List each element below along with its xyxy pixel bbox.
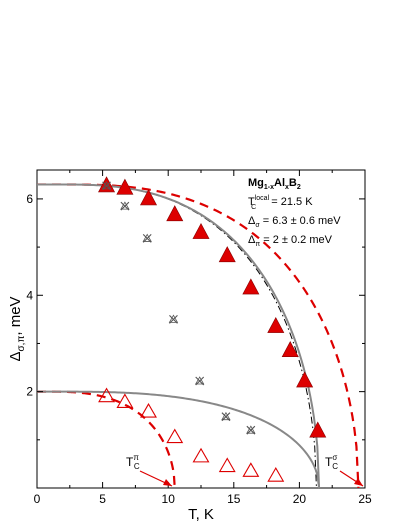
tc-sigma-label: Tσ C: [325, 453, 338, 471]
x-marker-triangle: [120, 201, 130, 210]
curves-layer: [37, 183, 360, 489]
tc-pi-base: T: [126, 455, 134, 469]
delta-pi-value: = 2 ± 0.2 meV: [260, 234, 332, 246]
x-tick-label: 20: [293, 492, 307, 506]
formula-al-sub: x: [285, 184, 289, 191]
open-triangle-point: [267, 467, 285, 482]
delta-sigma-value: = 6.3 ± 0.6 meV: [260, 215, 342, 227]
x-tick-label: 0: [34, 492, 41, 506]
filled-triangle-point: [116, 178, 134, 195]
x-tick-label: 5: [99, 492, 106, 506]
y-tick-label: 4: [26, 288, 33, 302]
ticks-layer: 0 5 10 15 20 25 2 4 6: [26, 170, 372, 506]
tc-local-value: = 21.5 K: [268, 196, 313, 208]
filled-triangle-point: [192, 222, 210, 239]
filled-triangle-point: [166, 205, 184, 222]
tc-pi-arrowhead: [163, 479, 172, 486]
filled-triangle-point: [296, 371, 314, 388]
x-marker-point: [168, 314, 179, 324]
filled-triangle-point: [242, 278, 260, 295]
formula-b: B: [289, 177, 297, 189]
formula-b-sub: 2: [297, 184, 301, 191]
delta-pi-sub: π: [255, 241, 260, 248]
x-marker-triangle: [194, 376, 205, 385]
filled-triangle-point: [218, 246, 236, 263]
markers-layer: [98, 176, 327, 482]
delta-sigma-sub: σ: [255, 222, 260, 229]
delta-sigma-base: Δ: [248, 215, 256, 227]
y-tick-label: 2: [26, 385, 33, 399]
x-tick-label: 10: [162, 492, 176, 506]
open-triangle-point: [242, 462, 260, 477]
x-marker-point: [142, 233, 152, 243]
open-triangle-point: [166, 428, 184, 444]
pi-fit-curve: [37, 390, 321, 489]
y-tick-label: 6: [26, 192, 33, 206]
filled-triangle-point: [309, 421, 327, 438]
x-tick-label: 15: [227, 492, 241, 506]
y-axis-symbol: Δ: [7, 352, 24, 362]
open-triangle-point: [98, 387, 115, 403]
formula-mg: Mg: [248, 177, 264, 189]
tc-pi-label: Tπ C: [126, 453, 140, 471]
open-triangle-point: [116, 393, 134, 408]
filled-triangle-point: [267, 316, 285, 333]
x-axis-title: T, K: [188, 506, 214, 523]
tc-sigma-arrowhead: [354, 478, 363, 486]
open-triangle-point: [140, 402, 157, 418]
x-marker-triangle: [168, 314, 179, 323]
filled-triangle-point: [281, 341, 299, 357]
open-triangle-point: [218, 457, 236, 473]
y-axis-subscript: σ,π: [16, 336, 27, 352]
x-marker-triangle: [142, 233, 152, 242]
x-tick-label: 25: [358, 492, 372, 506]
tc-local-base: T: [248, 196, 255, 208]
open-triangle-point: [192, 447, 210, 463]
tc-local-sup: local: [255, 195, 270, 202]
sigma-fit-curve: [37, 183, 321, 489]
x-marker-point: [246, 425, 256, 435]
tc-pi-sub: C: [134, 462, 140, 471]
x-marker-point: [101, 181, 112, 191]
compound-formula: Mg1-xAlxB2: [248, 177, 301, 191]
x-marker-point: [120, 201, 130, 211]
tc-pi-sup: π: [133, 453, 139, 462]
y-axis-title: Δσ,π, meV: [7, 296, 27, 361]
delta-sigma-line: Δσ = 6.3 ± 0.6 meV: [248, 215, 341, 229]
delta-pi-base: Δ: [248, 234, 256, 246]
x-marker-triangle: [221, 411, 231, 421]
x-marker-point: [221, 411, 231, 422]
tc-sigma-sub: C: [332, 462, 338, 471]
tc-sigma-base: T: [325, 455, 333, 469]
delta-pi-line: Δπ = 2 ± 0.2 meV: [248, 234, 333, 248]
filled-triangle-point: [140, 189, 158, 206]
tc-sigma-sup: σ: [332, 453, 337, 462]
x-marker-triangle: [101, 181, 112, 190]
formula-al: Al: [274, 177, 285, 189]
y-axis-unit: , meV: [7, 296, 24, 335]
x-marker-triangle: [246, 425, 256, 434]
tc-local-line: Tlocal C = 21.5 K: [248, 195, 313, 211]
formula-mg-sub: 1-x: [264, 184, 274, 191]
tc-local-sub: C: [251, 204, 256, 211]
x-marker-point: [194, 376, 205, 386]
